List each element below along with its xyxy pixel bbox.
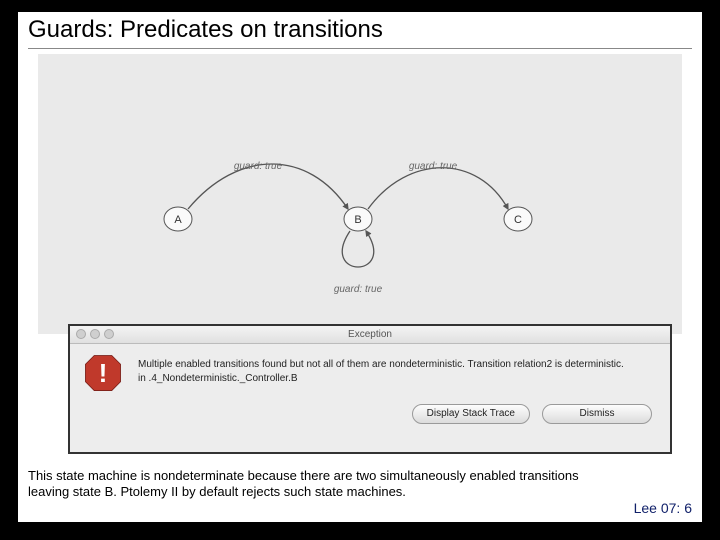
dialog-message-line1: Multiple enabled transitions found but n… xyxy=(138,358,624,372)
dialog-message-line2: in .4_Nondeterministic._Controller.B xyxy=(138,372,624,386)
error-icon: ! xyxy=(82,352,124,394)
dialog-title: Exception xyxy=(348,329,392,340)
dialog-titlebar: Exception xyxy=(70,326,670,344)
close-icon[interactable] xyxy=(76,329,86,339)
zoom-icon[interactable] xyxy=(104,329,114,339)
fsm-svg: guard: true guard: true guard: true A B … xyxy=(38,54,682,334)
edge-a-b-label: guard: true xyxy=(234,161,283,172)
state-b: B xyxy=(344,207,372,231)
exception-dialog: Exception ! Multiple enabled transitions… xyxy=(68,324,672,454)
svg-text:!: ! xyxy=(99,358,108,388)
dialog-message: Multiple enabled transitions found but n… xyxy=(138,352,624,385)
edge-b-b-label: guard: true xyxy=(334,284,383,295)
dismiss-button[interactable]: Dismiss xyxy=(542,404,652,424)
svg-text:B: B xyxy=(354,214,361,226)
page-title: Guards: Predicates on transitions xyxy=(28,16,383,44)
state-c: C xyxy=(504,207,532,231)
minimize-icon[interactable] xyxy=(90,329,100,339)
edge-b-c-label: guard: true xyxy=(409,161,458,172)
window-controls[interactable] xyxy=(76,329,114,339)
caption-text: This state machine is nondeterminate bec… xyxy=(28,468,622,501)
edge-b-c xyxy=(368,168,508,209)
edge-b-b xyxy=(342,231,373,267)
slide-footer: Lee 07: 6 xyxy=(634,500,692,516)
display-stack-trace-button[interactable]: Display Stack Trace xyxy=(412,404,530,424)
svg-text:A: A xyxy=(174,214,182,226)
fsm-diagram: guard: true guard: true guard: true A B … xyxy=(38,54,682,334)
svg-text:C: C xyxy=(514,214,522,226)
title-underline xyxy=(28,48,692,49)
state-a: A xyxy=(164,207,192,231)
